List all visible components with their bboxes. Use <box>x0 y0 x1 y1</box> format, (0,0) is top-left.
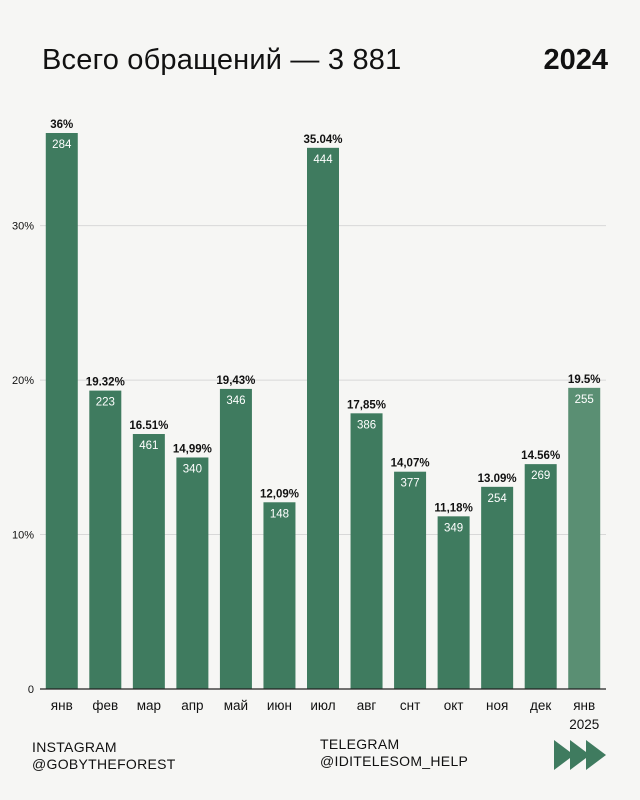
bar-percent-label: 36% <box>50 119 73 131</box>
x-tick-label: май <box>224 698 248 713</box>
instagram-handle[interactable]: @GOBYTHEFOREST <box>32 756 176 772</box>
bar-count-label: 377 <box>400 478 419 490</box>
telegram-handle[interactable]: @IDITELESOM_HELP <box>320 753 469 769</box>
bar-count-label: 346 <box>226 395 245 407</box>
bar-percent-label: 11,18% <box>434 502 472 514</box>
x-tick-label: ноя <box>486 698 508 713</box>
bar-percent-label: 35.04% <box>303 134 342 146</box>
chart-year: 2024 <box>543 44 608 76</box>
x-tick-label: окт <box>444 698 464 713</box>
y-tick-label: 10% <box>12 530 34 542</box>
bar-count-label: 254 <box>488 493 508 505</box>
bar[interactable] <box>263 502 296 689</box>
bar[interactable] <box>568 387 601 689</box>
bar-count-label: 255 <box>575 394 594 406</box>
bar[interactable] <box>45 133 78 689</box>
x-tick-label: авг <box>357 698 377 713</box>
bar[interactable] <box>350 413 383 689</box>
bar[interactable] <box>307 147 339 689</box>
bar[interactable] <box>89 390 122 689</box>
bar[interactable] <box>394 471 427 689</box>
bar-percent-label: 13.09% <box>478 473 517 485</box>
bar-percent-label: 19,43% <box>216 375 255 387</box>
bar-count-label: 340 <box>183 463 202 475</box>
y-tick-label: 20% <box>12 375 34 387</box>
bar-percent-label: 19.5% <box>568 374 601 386</box>
bar-percent-label: 16.51% <box>129 420 168 432</box>
telegram-label: TELEGRAM <box>320 736 400 752</box>
telegram-block[interactable]: TELEGRAM @IDITELESOM_HELP <box>320 736 468 770</box>
bar-count-label: 349 <box>444 522 463 534</box>
instagram-label: INSTAGRAM <box>32 739 117 755</box>
bar-percent-label: 12,09% <box>260 488 299 500</box>
bar-percent-label: 14,07% <box>391 458 430 470</box>
bar-percent-label: 14,99% <box>173 443 212 455</box>
y-tick-label: 30% <box>12 221 34 233</box>
bar-percent-label: 17,85% <box>347 399 386 411</box>
x-tick-label: фев <box>92 698 118 713</box>
bar[interactable] <box>176 457 209 689</box>
bar-count-label: 284 <box>52 139 72 151</box>
bar-count-label: 269 <box>531 470 550 482</box>
bar[interactable] <box>524 464 557 689</box>
x-tick-label: апр <box>181 698 203 713</box>
bar-chart: 0 10% 20% 30% 36% 284 янв 19.32% 223 фев 16.51% 461… <box>12 119 606 730</box>
bar[interactable] <box>437 516 470 689</box>
bar-count-label: 444 <box>313 154 333 166</box>
chart-title: Всего обращений — 3 881 <box>42 44 402 76</box>
x-tick-label: дек <box>530 698 551 713</box>
bar-percent-label: 14.56% <box>521 450 560 462</box>
bar[interactable] <box>481 486 514 689</box>
forward-arrows-icon[interactable] <box>552 738 608 772</box>
bar-count-label: 386 <box>357 419 376 431</box>
bar-percent-label: 19.32% <box>86 377 125 389</box>
bar-count-label: 461 <box>139 440 158 452</box>
bar[interactable] <box>219 388 252 689</box>
bar-count-label: 148 <box>270 508 289 520</box>
bar-count-label: 223 <box>96 397 115 409</box>
x-tick-label: июл <box>310 698 335 713</box>
x-tick-label: янв <box>573 698 595 713</box>
x-tick-sublabel: 2025 <box>569 717 599 730</box>
x-tick-label: янв <box>51 698 73 713</box>
x-tick-label: снт <box>400 698 420 713</box>
bar[interactable] <box>132 434 165 689</box>
x-tick-label: мар <box>137 698 161 713</box>
y-tick-label: 0 <box>28 684 34 696</box>
instagram-block[interactable]: INSTAGRAM @GOBYTHEFOREST <box>32 739 176 773</box>
x-tick-label: июн <box>267 698 292 713</box>
